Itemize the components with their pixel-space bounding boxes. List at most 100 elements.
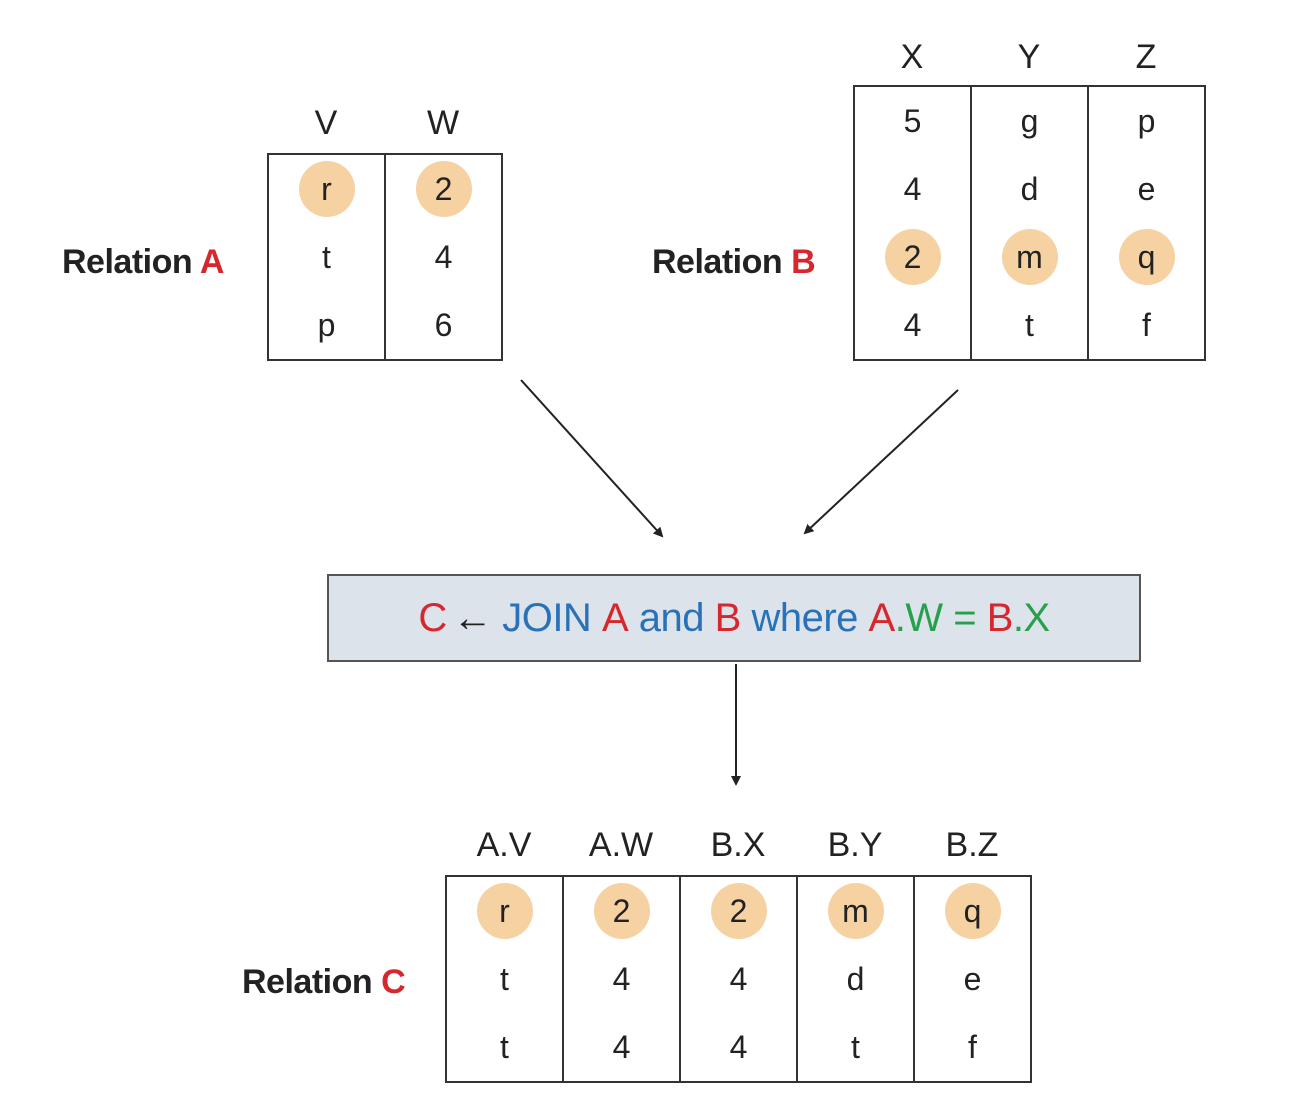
table-cell: f	[1087, 291, 1205, 360]
join-equals: =	[953, 595, 977, 640]
table-cell: m	[970, 223, 1088, 291]
relation-b-col-header: X	[900, 38, 924, 76]
table-cell: 2	[679, 876, 797, 945]
assign-arrow: ←	[452, 595, 493, 640]
table-cell: 5	[854, 86, 971, 155]
cell-value: f	[968, 1029, 977, 1065]
relation-a-col-header: W	[426, 104, 460, 142]
table-cell: 2	[854, 223, 971, 291]
relation-b-label-text: Relation	[652, 243, 783, 281]
cell-value: e	[963, 961, 982, 997]
relation-b-table: 5 g p 4 d e 2 m q 4 t f	[853, 85, 1206, 361]
arrow-a-to-join	[520, 379, 664, 538]
table-row: 4 t f	[854, 291, 1205, 360]
relation-c-table: r 2 2 m q t 4 4 d e t 4 4 t f	[445, 875, 1032, 1083]
table-cell: 4	[562, 1013, 680, 1082]
cell-value: t	[500, 1029, 509, 1065]
join-statement-box: C ← JOIN A and B where A .W = B .X	[327, 574, 1141, 662]
matched-value: 2	[415, 161, 472, 217]
cell-value: 4	[612, 1029, 631, 1065]
matched-value: m	[827, 883, 884, 939]
relation-c-col-header: B.Y	[827, 826, 883, 864]
cell-value: 4	[903, 307, 922, 343]
table-cell: t	[446, 1013, 563, 1082]
matched-value: q	[1118, 229, 1175, 285]
table-cell: d	[796, 945, 914, 1013]
table-cell: d	[970, 155, 1088, 223]
join-and: and	[638, 595, 705, 640]
table-row: t 4 4 d e	[446, 945, 1031, 1013]
table-row: 5 g p	[854, 86, 1205, 155]
relation-c-col-header: B.Z	[945, 826, 999, 864]
table-cell: r	[446, 876, 563, 945]
table-cell: f	[913, 1013, 1031, 1082]
table-cell: e	[913, 945, 1031, 1013]
table-cell: t	[970, 291, 1088, 360]
matched-value: 2	[884, 229, 941, 285]
join-target: C	[418, 595, 447, 640]
cell-value: t	[851, 1029, 860, 1065]
matched-value: q	[944, 883, 1001, 939]
relation-a-col-header: V	[314, 104, 338, 142]
relation-a-label-text: Relation	[62, 243, 193, 281]
matched-value: m	[1001, 229, 1058, 285]
table-row: 4 d e	[854, 155, 1205, 223]
join-where: where	[751, 595, 858, 640]
table-cell: q	[1087, 223, 1205, 291]
relation-c-col-header: B.X	[710, 826, 766, 864]
relation-c-letter: C	[381, 963, 406, 1001]
cell-value: e	[1137, 171, 1156, 207]
cell-value: t	[322, 239, 331, 275]
join-rel2: B	[714, 595, 742, 640]
matched-value: r	[298, 161, 355, 217]
join-rhs-attr: .X	[1012, 595, 1050, 640]
relation-b-col-header: Z	[1135, 38, 1157, 76]
table-cell: 4	[679, 945, 797, 1013]
cell-value: 4	[612, 961, 631, 997]
table-cell: m	[796, 876, 914, 945]
cell-value: f	[1142, 307, 1151, 343]
cell-value: 4	[903, 171, 922, 207]
table-row: 2 m q	[854, 223, 1205, 291]
cell-value: 4	[434, 239, 453, 275]
relation-b-letter: B	[791, 243, 816, 281]
cell-value: g	[1020, 103, 1039, 139]
relation-b-col-header: Y	[1017, 38, 1041, 76]
table-cell: 6	[384, 291, 502, 360]
matched-value: 2	[593, 883, 650, 939]
relation-c-label-text: Relation	[242, 963, 373, 1001]
cell-value: d	[846, 961, 865, 997]
cell-value: t	[1025, 307, 1034, 343]
table-cell: 4	[679, 1013, 797, 1082]
table-cell: t	[446, 945, 563, 1013]
table-row: r 2 2 m q	[446, 876, 1031, 945]
table-cell: e	[1087, 155, 1205, 223]
table-cell: 2	[384, 154, 502, 223]
join-keyword: JOIN	[502, 595, 592, 640]
table-cell: 4	[384, 223, 502, 291]
relation-c-col-header: A.V	[476, 826, 532, 864]
table-row: t 4 4 t f	[446, 1013, 1031, 1082]
join-rhs-rel: B	[986, 595, 1014, 640]
relation-b-label: Relation B	[652, 243, 816, 282]
table-cell: 4	[562, 945, 680, 1013]
arrow-b-to-join	[803, 389, 959, 535]
join-rel1: A	[601, 595, 629, 640]
matched-value: r	[476, 883, 533, 939]
cell-value: p	[1137, 103, 1156, 139]
cell-value: t	[500, 961, 509, 997]
cell-value: 4	[729, 1029, 748, 1065]
relation-c-label: Relation C	[242, 963, 406, 1002]
table-cell: g	[970, 86, 1088, 155]
relation-c-col-header: A.W	[588, 826, 654, 864]
table-cell: p	[1087, 86, 1205, 155]
table-cell: q	[913, 876, 1031, 945]
relation-a-letter: A	[199, 243, 225, 281]
cell-value: d	[1020, 171, 1039, 207]
table-cell: r	[268, 154, 385, 223]
join-lhs-attr: .W	[894, 595, 943, 640]
